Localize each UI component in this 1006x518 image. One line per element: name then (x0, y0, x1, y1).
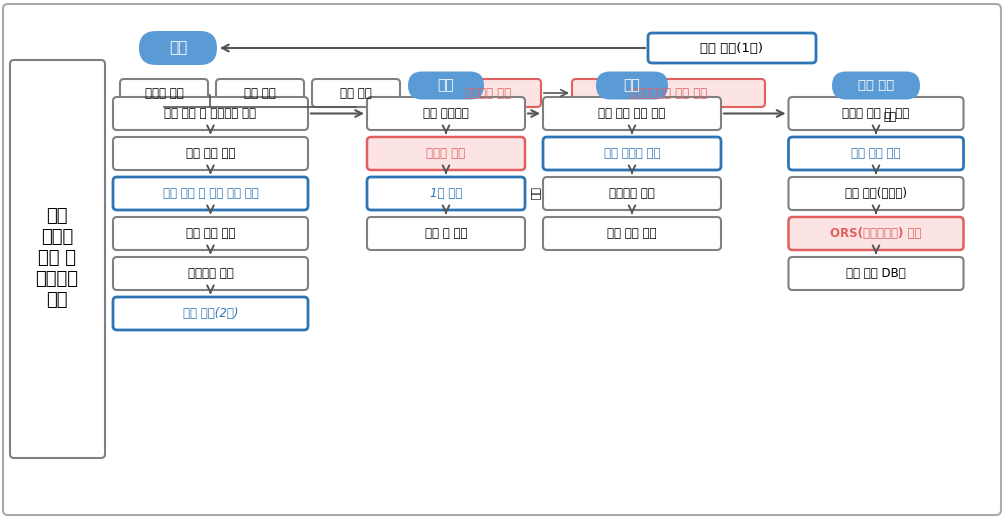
Text: 평가결과 분석: 평가결과 분석 (609, 187, 655, 200)
FancyBboxPatch shape (367, 217, 525, 250)
Text: 제출: 제출 (884, 112, 897, 122)
Text: 자료 제공(2차): 자료 제공(2차) (183, 307, 238, 320)
Text: 자료 수집 및 현장 실사 준비: 자료 수집 및 현장 실사 준비 (163, 187, 259, 200)
Text: 인증유효기간 전략 수립: 인증유효기간 전략 수립 (630, 87, 707, 99)
FancyBboxPatch shape (113, 137, 308, 170)
Text: 평가 의견서 공유: 평가 의견서 공유 (604, 147, 660, 160)
Text: 승인 확인: 승인 확인 (858, 79, 894, 92)
FancyBboxPatch shape (3, 4, 1001, 515)
FancyBboxPatch shape (113, 217, 308, 250)
FancyBboxPatch shape (543, 97, 721, 130)
Text: 조치 방안 바련: 조치 방안 바련 (608, 227, 657, 240)
Text: 현장실사 진행: 현장실사 진행 (188, 267, 233, 280)
Text: 담당자 협의 및 조치: 담당자 협의 및 조치 (842, 107, 909, 120)
Text: 1차 검토: 1차 검토 (430, 187, 462, 200)
Text: 사업
계획서
작성 및
외부사업
승인: 사업 계획서 작성 및 외부사업 승인 (35, 207, 78, 309)
FancyBboxPatch shape (596, 71, 668, 99)
Text: 분석: 분석 (169, 40, 187, 55)
Text: 이의 신청(필요시): 이의 신청(필요시) (845, 187, 907, 200)
Text: 작성 계획수립: 작성 계획수립 (424, 107, 469, 120)
FancyBboxPatch shape (367, 137, 525, 170)
Text: 조직경계 분석: 조직경계 분석 (466, 87, 512, 99)
Text: 방법론 분석: 방법론 분석 (145, 87, 183, 99)
FancyBboxPatch shape (572, 79, 765, 107)
Text: 승인 결과 확인: 승인 결과 확인 (851, 147, 900, 160)
FancyBboxPatch shape (789, 97, 964, 130)
Text: 신청: 신청 (529, 187, 539, 200)
FancyBboxPatch shape (120, 79, 208, 107)
FancyBboxPatch shape (367, 97, 525, 130)
FancyBboxPatch shape (648, 33, 816, 63)
FancyBboxPatch shape (216, 79, 304, 107)
Text: 자료 수집 요청: 자료 수집 요청 (186, 147, 235, 160)
FancyBboxPatch shape (113, 297, 308, 330)
FancyBboxPatch shape (113, 177, 308, 210)
Text: 자료 제공(1차): 자료 제공(1차) (700, 41, 764, 54)
FancyBboxPatch shape (10, 60, 105, 458)
FancyBboxPatch shape (543, 217, 721, 250)
Text: 현장 실사 절차: 현장 실사 절차 (186, 227, 235, 240)
FancyBboxPatch shape (543, 177, 721, 210)
FancyBboxPatch shape (789, 177, 964, 210)
FancyBboxPatch shape (367, 177, 525, 210)
FancyBboxPatch shape (789, 257, 964, 290)
Text: 쟁점 도출: 쟁점 도출 (340, 87, 372, 99)
FancyBboxPatch shape (312, 79, 400, 107)
FancyBboxPatch shape (408, 71, 484, 99)
FancyBboxPatch shape (436, 79, 541, 107)
Text: ORS(상쇄등록부) 절차: ORS(상쇄등록부) 절차 (830, 227, 921, 240)
Text: 조사 대상 및 수집방안 수립: 조사 대상 및 수집방안 수립 (165, 107, 257, 120)
Text: 대응: 대응 (624, 79, 641, 93)
Text: 작성: 작성 (438, 79, 455, 93)
FancyBboxPatch shape (789, 217, 964, 250)
FancyBboxPatch shape (139, 31, 217, 65)
FancyBboxPatch shape (789, 137, 964, 170)
FancyBboxPatch shape (113, 97, 308, 130)
FancyBboxPatch shape (543, 137, 721, 170)
Text: 예상 평가 결과 도출: 예상 평가 결과 도출 (599, 107, 666, 120)
FancyBboxPatch shape (832, 71, 920, 99)
Text: 근거 자료 DB화: 근거 자료 DB화 (846, 267, 905, 280)
Text: 수정 및 완료: 수정 및 완료 (425, 227, 467, 240)
FancyBboxPatch shape (113, 257, 308, 290)
Text: 공정 분석: 공정 분석 (244, 87, 276, 99)
Text: 계획서 작성: 계획서 작성 (427, 147, 466, 160)
